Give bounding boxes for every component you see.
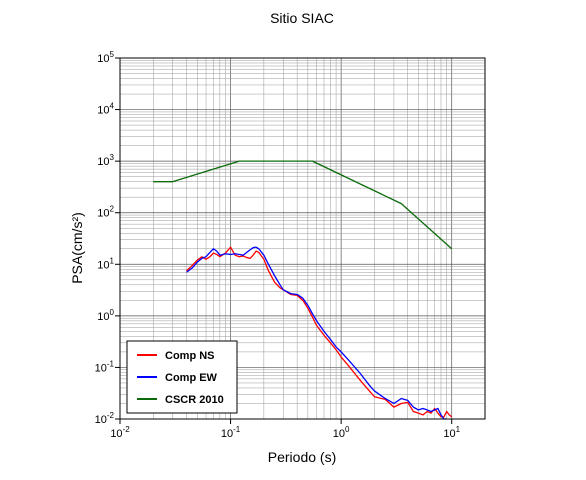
x-tick-label: 101	[443, 425, 460, 440]
y-tick-label: 101	[97, 256, 114, 271]
y-tick-label: 10-1	[95, 359, 115, 374]
x-tick-label: 10-1	[221, 425, 241, 440]
legend-label: Comp NS	[165, 350, 215, 362]
y-tick-label: 102	[97, 205, 114, 220]
plot-frame	[119, 57, 486, 420]
x-tick-label: 100	[333, 425, 350, 440]
chart-title: Sitio SIAC	[270, 10, 334, 26]
x-tick-label: 10-2	[110, 425, 130, 440]
grid-layer	[120, 58, 485, 419]
y-tick-label: 100	[97, 308, 114, 323]
y-axis-label: PSA(cm/s²)	[69, 212, 85, 284]
series-line-3	[153, 160, 453, 250]
x-axis-label: Periodo (s)	[268, 449, 336, 465]
legend-label: CSCR 2010	[165, 394, 224, 406]
y-tick-label: 103	[97, 153, 114, 168]
y-axis: 10-2 10-1 100 101 102 103 104 105	[95, 50, 120, 426]
legend-label: Comp EW	[165, 372, 218, 384]
y-tick-label: 104	[97, 102, 114, 117]
series-layer	[153, 160, 453, 420]
x-axis: 10-2 10-1 100 101	[110, 419, 461, 440]
y-tick-label: 105	[97, 50, 114, 65]
legend: Comp NS Comp EW CSCR 2010	[126, 340, 238, 414]
series-line-2	[186, 246, 447, 420]
y-tick-label: 10-2	[95, 411, 115, 426]
